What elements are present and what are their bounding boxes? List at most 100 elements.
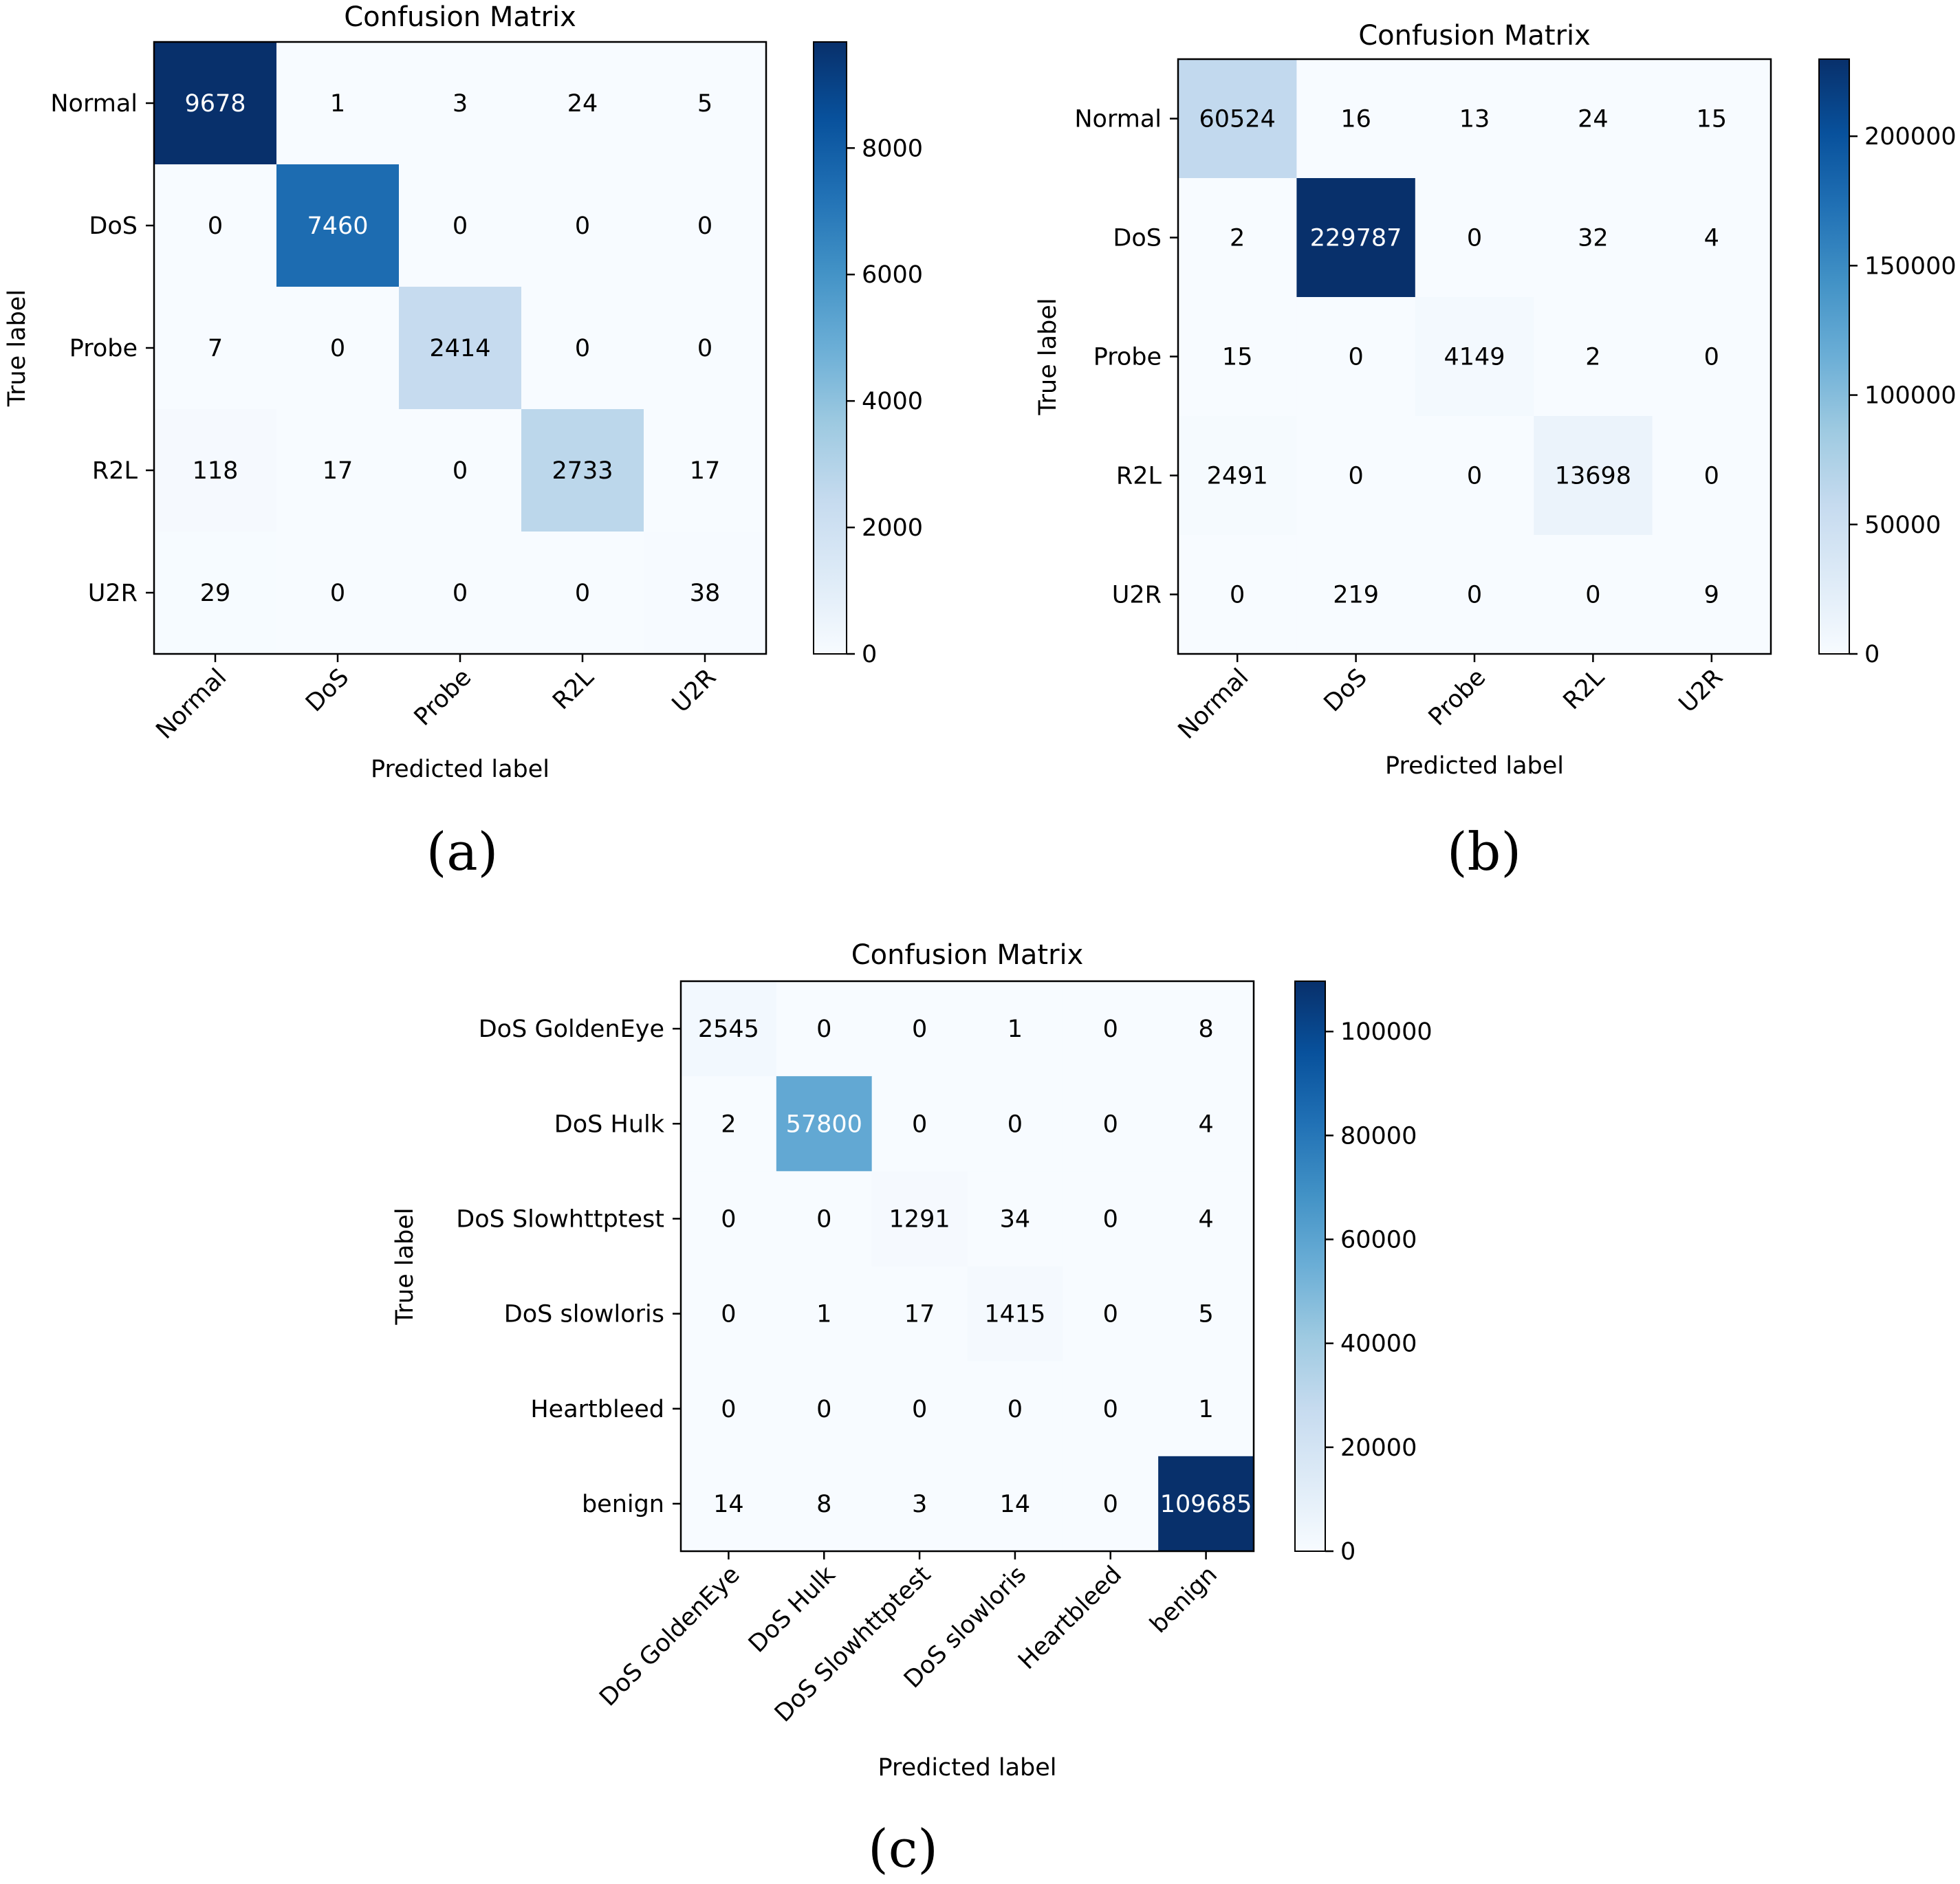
- cell-value-label: 0: [1467, 225, 1482, 252]
- cell-value-label: 0: [1103, 1110, 1118, 1138]
- cell-value-label: 38: [690, 580, 721, 607]
- y-tick-label: DoS Slowhttptest: [456, 1205, 664, 1233]
- cell-value-label: 0: [1704, 463, 1719, 490]
- cell-value-label: 2414: [429, 335, 490, 362]
- colorbar-tick-label: 6000: [862, 261, 923, 289]
- cell-value-label: 13: [1459, 106, 1490, 133]
- cell-value-label: 17: [690, 457, 721, 485]
- cell-value-label: 4: [1198, 1205, 1213, 1233]
- colorbar-tick-label: 200000: [1864, 123, 1957, 151]
- cell-value-label: 0: [330, 580, 345, 607]
- matrix-cell: [871, 1456, 968, 1552]
- cell-value-label: 2491: [1207, 463, 1268, 490]
- panel-label: (c): [868, 1818, 938, 1879]
- matrix-cell: [776, 1076, 873, 1172]
- matrix-cell: [1158, 1456, 1254, 1552]
- matrix-cell: [1178, 59, 1297, 179]
- panel-label: (b): [1447, 821, 1521, 882]
- matrix-cell: [1296, 416, 1416, 536]
- colorbar-tick-label: 60000: [1340, 1227, 1417, 1254]
- matrix-cell: [1415, 59, 1534, 179]
- matrix-cell: [871, 1266, 968, 1362]
- matrix-cell: [871, 1361, 968, 1457]
- x-axis-label: Predicted label: [371, 756, 549, 783]
- matrix-cell: [1178, 416, 1297, 536]
- y-tick-label: DoS: [1113, 225, 1162, 252]
- matrix-cell: [1534, 297, 1653, 417]
- cell-value-label: 0: [1103, 1301, 1118, 1328]
- matrix-cell: [644, 164, 767, 287]
- panel-label: (a): [426, 821, 499, 882]
- cell-value-label: 0: [330, 335, 345, 362]
- y-tick-label: R2L: [92, 457, 138, 485]
- x-tick-label: Probe: [1424, 664, 1491, 731]
- x-tick-label: Probe: [409, 664, 477, 731]
- cell-value-label: 32: [1578, 225, 1609, 252]
- colorbar-tick-label: 20000: [1340, 1434, 1417, 1462]
- matrix-cell: [1415, 297, 1534, 417]
- cell-value-label: 0: [721, 1301, 736, 1328]
- matrix-cell: [1063, 1361, 1159, 1457]
- panel-c: 2545 0 0 1 0 8 2 57800 0 0 0 4 0 0 1291 34 0 4 0 1 17 1415 0 5 0…: [391, 939, 1433, 1879]
- matrix-cell: [1178, 178, 1297, 298]
- cell-value-label: 9678: [184, 90, 246, 118]
- cell-value-label: 8: [816, 1491, 831, 1518]
- colorbar-tick-label: 100000: [1340, 1018, 1433, 1046]
- cell-value-label: 5: [1198, 1301, 1213, 1328]
- matrix-cell: [967, 1361, 1063, 1457]
- cell-value-label: 0: [1103, 1491, 1118, 1518]
- y-tick-label: Probe: [69, 335, 138, 362]
- matrix-cell: [1158, 1361, 1254, 1457]
- cell-value-label: 4: [1704, 225, 1719, 252]
- plot-frame: [679, 980, 1255, 1553]
- y-tick-label: Probe: [1093, 344, 1162, 371]
- cell-value-label: 0: [912, 1110, 927, 1138]
- cell-value-label: 5: [697, 90, 712, 118]
- y-tick-label: Normal: [1074, 106, 1162, 133]
- cell-value-label: 0: [1585, 582, 1600, 609]
- matrix-cell: [1652, 59, 1772, 179]
- colorbar-tick-label: 150000: [1864, 252, 1957, 280]
- y-tick-label: R2L: [1116, 463, 1162, 490]
- matrix-cell: [1063, 1076, 1159, 1172]
- colorbar-tick-label: 80000: [1340, 1122, 1417, 1150]
- matrix-cell: [1534, 178, 1653, 298]
- matrix-cell: [1415, 178, 1534, 298]
- cell-value-label: 14: [713, 1491, 744, 1518]
- cell-value-label: 4: [1198, 1110, 1213, 1138]
- cell-value-label: 0: [912, 1396, 927, 1423]
- matrix-cell: [399, 532, 522, 655]
- matrix-cell: [154, 532, 277, 655]
- cell-value-label: 229787: [1310, 225, 1402, 252]
- x-tick-label: Normal: [151, 664, 232, 745]
- cell-value-label: 0: [1704, 344, 1719, 371]
- matrix-cell: [776, 1361, 873, 1457]
- cell-value-label: 0: [816, 1396, 831, 1423]
- matrix-cell: [154, 164, 277, 287]
- chart-title: Confusion Matrix: [1358, 20, 1591, 52]
- cell-value-label: 219: [1333, 582, 1379, 609]
- matrix-cell: [1063, 981, 1159, 1077]
- cell-value-label: 60524: [1199, 106, 1276, 133]
- matrix-cell: [967, 1266, 1063, 1362]
- x-tick-label: Normal: [1173, 664, 1254, 745]
- matrix-cell: [644, 409, 767, 532]
- colorbar-tick-label: 40000: [1340, 1330, 1417, 1358]
- cell-value-label: 2545: [698, 1016, 759, 1043]
- x-tick-label: DoS Hulk: [743, 1561, 841, 1658]
- colorbar-tick-label: 0: [862, 641, 877, 668]
- matrix-cell: [1415, 416, 1534, 536]
- colorbar: [1818, 58, 1850, 655]
- cell-value-label: 9: [1704, 582, 1719, 609]
- colorbar: [813, 41, 847, 655]
- chart-title: Confusion Matrix: [344, 1, 576, 33]
- matrix-cell: [399, 164, 522, 287]
- cell-value-label: 2: [1585, 344, 1600, 371]
- matrix-cell: [1063, 1171, 1159, 1267]
- matrix-cell: [154, 42, 277, 165]
- y-tick-label: DoS: [89, 212, 138, 240]
- x-axis-label: Predicted label: [1385, 752, 1564, 780]
- x-tick-label: R2L: [1558, 664, 1610, 715]
- cell-value-label: 1: [1198, 1396, 1213, 1423]
